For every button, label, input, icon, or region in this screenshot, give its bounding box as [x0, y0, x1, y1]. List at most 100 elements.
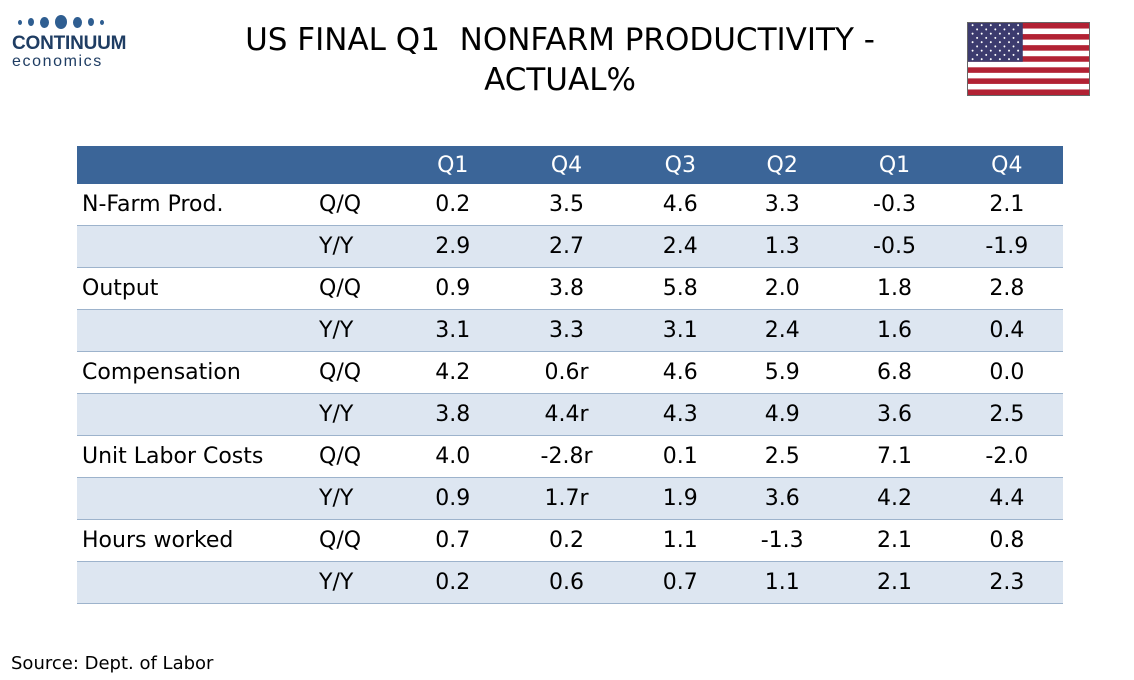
table-cell: 3.1 — [634, 309, 727, 352]
table-cell: 0.2 — [498, 519, 635, 562]
table-row: Y/Y 2.9 2.7 2.4 1.3 -0.5 -1.9 — [77, 225, 1063, 268]
table-cell: 4.9 — [726, 393, 839, 436]
row-label — [77, 561, 307, 604]
table-cell: 1.7r — [498, 477, 635, 520]
table-cell: 2.5 — [726, 435, 839, 478]
column-header: Q2 — [726, 146, 839, 184]
table-cell: 4.6 — [634, 351, 727, 394]
row-metric: Q/Q — [307, 184, 407, 226]
table-row: Hours worked Q/Q 0.7 0.2 1.1 -1.3 2.1 0.8 — [77, 519, 1063, 562]
table-cell: 4.6 — [634, 184, 727, 226]
table-cell: 0.6 — [498, 561, 635, 604]
table-cell: 3.3 — [498, 309, 635, 352]
table-cell: 3.6 — [726, 477, 839, 520]
table-cell: 0.8 — [950, 519, 1063, 562]
row-label: Unit Labor Costs — [77, 435, 307, 478]
header-metric-cell — [307, 146, 407, 184]
header-label-cell — [77, 146, 307, 184]
table-cell: 3.8 — [498, 267, 635, 310]
table-cell: -0.3 — [838, 184, 951, 226]
row-metric: Y/Y — [307, 477, 407, 520]
table-cell: 0.1 — [634, 435, 727, 478]
table-row: Output Q/Q 0.9 3.8 5.8 2.0 1.8 2.8 — [77, 267, 1063, 310]
logo-name: CONTINUUM — [12, 33, 127, 54]
table-cell: 4.0 — [407, 435, 499, 478]
table-row: N-Farm Prod. Q/Q 0.2 3.5 4.6 3.3 -0.3 2.1 — [77, 184, 1063, 226]
row-metric: Y/Y — [307, 561, 407, 604]
column-header: Q3 — [634, 146, 727, 184]
table-cell: 3.6 — [838, 393, 951, 436]
table-header-row: Q1 Q4 Q3 Q2 Q1 Q4 — [77, 146, 1063, 184]
productivity-table: Q1 Q4 Q3 Q2 Q1 Q4 N-Farm Prod. Q/Q 0.2 3.5 4… — [77, 146, 1063, 604]
table-cell: 2.1 — [950, 184, 1063, 226]
row-label — [77, 477, 307, 520]
row-metric: Q/Q — [307, 267, 407, 310]
table-cell: 1.1 — [726, 561, 839, 604]
row-label: Hours worked — [77, 519, 307, 562]
title-line-1: US FINAL Q1 NONFARM PRODUCTIVITY - — [245, 22, 875, 58]
table-cell: 4.2 — [407, 351, 499, 394]
column-header: Q1 — [838, 146, 951, 184]
us-flag-icon — [967, 22, 1090, 96]
row-label: N-Farm Prod. — [77, 184, 307, 226]
table-cell: 2.7 — [498, 225, 635, 268]
table-cell: 0.0 — [950, 351, 1063, 394]
table-cell: 2.1 — [838, 519, 951, 562]
title-line-2: ACTUAL% — [484, 62, 636, 98]
table-cell: 2.3 — [950, 561, 1063, 604]
table-cell: 2.9 — [407, 225, 499, 268]
row-metric: Y/Y — [307, 393, 407, 436]
row-metric: Q/Q — [307, 519, 407, 562]
table-cell: 0.7 — [407, 519, 499, 562]
column-header: Q4 — [950, 146, 1063, 184]
table-cell: 2.0 — [726, 267, 839, 310]
row-label: Output — [77, 267, 307, 310]
table-cell: 6.8 — [838, 351, 951, 394]
table-cell: 0.9 — [407, 477, 499, 520]
logo-subtitle: economics — [12, 53, 103, 70]
table-cell: 0.2 — [407, 561, 499, 604]
table-cell: -2.8r — [498, 435, 635, 478]
table-cell: 4.3 — [634, 393, 727, 436]
table-cell: 2.8 — [950, 267, 1063, 310]
table-cell: 3.3 — [726, 184, 839, 226]
source-note: Source: Dept. of Labor — [11, 653, 214, 674]
page-title: US FINAL Q1 NONFARM PRODUCTIVITY - ACTUA… — [150, 20, 970, 100]
table-cell: 0.6r — [498, 351, 635, 394]
table-cell: 0.2 — [407, 184, 499, 226]
table-cell: 2.5 — [950, 393, 1063, 436]
column-header: Q1 — [407, 146, 499, 184]
logo-dots-icon — [12, 14, 140, 30]
column-header: Q4 — [498, 146, 635, 184]
table-row: Compensation Q/Q 4.2 0.6r 4.6 5.9 6.8 0.0 — [77, 351, 1063, 394]
table-cell: 2.4 — [634, 225, 727, 268]
table-cell: 3.5 — [498, 184, 635, 226]
row-label — [77, 309, 307, 352]
table-cell: 0.4 — [950, 309, 1063, 352]
row-metric: Y/Y — [307, 225, 407, 268]
table-cell: 2.1 — [838, 561, 951, 604]
table-cell: 1.1 — [634, 519, 727, 562]
table-cell: 1.8 — [838, 267, 951, 310]
table-cell: 4.4r — [498, 393, 635, 436]
table-row: Unit Labor Costs Q/Q 4.0 -2.8r 0.1 2.5 7.1 -2.0 — [77, 435, 1063, 478]
table-cell: -1.3 — [726, 519, 839, 562]
row-metric: Q/Q — [307, 351, 407, 394]
row-label — [77, 393, 307, 436]
table-cell: 5.8 — [634, 267, 727, 310]
table-cell: 0.9 — [407, 267, 499, 310]
table-cell: 5.9 — [726, 351, 839, 394]
table-cell: 7.1 — [838, 435, 951, 478]
company-logo: CONTINUUM economics — [12, 14, 140, 70]
table-cell: 1.9 — [634, 477, 727, 520]
table-cell: -0.5 — [838, 225, 951, 268]
table-cell: 3.8 — [407, 393, 499, 436]
table-row: Y/Y 3.1 3.3 3.1 2.4 1.6 0.4 — [77, 309, 1063, 352]
table-row: Y/Y 3.8 4.4r 4.3 4.9 3.6 2.5 — [77, 393, 1063, 436]
table-cell: -2.0 — [950, 435, 1063, 478]
table-cell: 3.1 — [407, 309, 499, 352]
row-label — [77, 225, 307, 268]
row-label: Compensation — [77, 351, 307, 394]
table-cell: 4.2 — [838, 477, 951, 520]
table-cell: 1.3 — [726, 225, 839, 268]
